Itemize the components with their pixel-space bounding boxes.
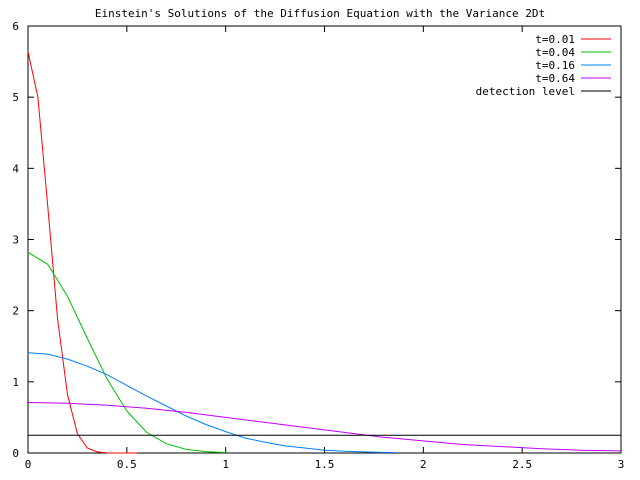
y-tick-label: 4	[12, 162, 19, 175]
x-tick-label: 1.5	[315, 458, 335, 471]
legend-label-t-0-01: t=0.01	[535, 33, 575, 46]
series-line-t-0-64	[27, 402, 622, 452]
series-line-t-0-16	[27, 352, 394, 453]
chart-title: Einstein's Solutions of the Diffusion Eq…	[95, 7, 545, 20]
series-layer	[27, 51, 622, 454]
x-tick-label: 0.5	[117, 458, 137, 471]
y-tick-label: 5	[12, 91, 19, 104]
series-line-t-0-01	[27, 51, 137, 454]
x-tick-label: 0	[25, 458, 32, 471]
y-tick-label: 0	[12, 447, 19, 460]
y-tick-label: 2	[12, 305, 19, 318]
y-tick-label: 1	[12, 376, 19, 389]
x-tick-label: 3	[618, 458, 625, 471]
y-tick-label: 3	[12, 234, 19, 247]
tick-layer: 0 0.5 1 1.5 2 2.5 3 0 1 2 3 4 5 6	[12, 20, 624, 471]
series-line-t-0-04	[27, 251, 226, 454]
legend-label-t-0-64: t=0.64	[535, 72, 575, 85]
y-tick-label: 6	[12, 20, 19, 33]
x-tick-label: 2.5	[512, 458, 532, 471]
legend-label-detection-level: detection level	[476, 85, 575, 98]
legend-label-t-0-04: t=0.04	[535, 46, 575, 59]
x-tick-label: 2	[420, 458, 427, 471]
x-tick-label: 1	[222, 458, 229, 471]
legend-label-t-0-16: t=0.16	[535, 59, 575, 72]
